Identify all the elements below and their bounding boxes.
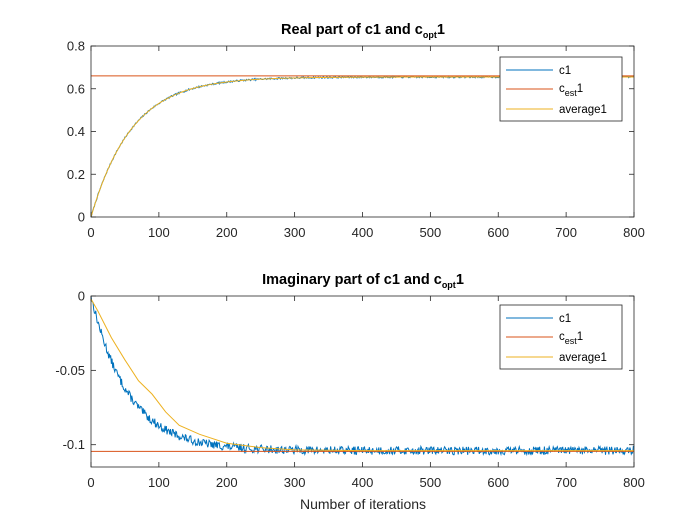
x-tick-label: 400 — [352, 225, 374, 240]
imaginary-part-subplot: Imaginary part of c1 and copt1 0 100 200 30… — [55, 272, 644, 512]
real-part-y-ticks: 0 0.2 0.4 0.6 0.8 — [67, 39, 634, 225]
x-axis-label: Number of iterations — [300, 496, 426, 512]
x-tick-label: 600 — [487, 475, 509, 490]
x-tick-label: 500 — [420, 225, 442, 240]
legend-cest-label: cest1 — [559, 331, 583, 346]
imaginary-part-legend: c1 cest1 average1 — [499, 304, 623, 370]
y-tick-label: -0.05 — [55, 363, 85, 378]
legend-cest-label: cest1 — [559, 83, 583, 98]
x-tick-label: 200 — [216, 225, 238, 240]
x-tick-label: 100 — [148, 225, 170, 240]
x-tick-label: 600 — [487, 225, 509, 240]
y-tick-label: 0 — [78, 289, 85, 304]
x-tick-label: 0 — [87, 225, 94, 240]
y-tick-label: 0 — [78, 210, 85, 225]
x-tick-label: 800 — [623, 475, 645, 490]
real-part-subplot: Real part of c1 and copt1 0 100 200 300 400 5… — [67, 22, 645, 240]
y-tick-label: 0.4 — [67, 124, 85, 139]
y-tick-label: 0.6 — [67, 81, 85, 96]
imaginary-part-title: Imaginary part of c1 and copt1 — [262, 272, 464, 290]
x-tick-label: 700 — [555, 475, 577, 490]
imaginary-part-y-ticks: 0 -0.05 -0.1 — [55, 289, 634, 452]
real-part-legend: c1 cest1 average1 — [499, 56, 623, 122]
x-tick-label: 400 — [352, 475, 374, 490]
x-tick-label: 700 — [555, 225, 577, 240]
y-tick-label: -0.1 — [63, 437, 85, 452]
x-tick-label: 300 — [284, 475, 306, 490]
x-tick-label: 0 — [87, 475, 94, 490]
legend-average-label: average1 — [559, 104, 607, 116]
x-tick-label: 300 — [284, 225, 306, 240]
c1-line — [90, 295, 635, 457]
real-part-x-ticks: 0 100 200 300 400 500 600 700 800 — [87, 46, 645, 240]
x-tick-label: 500 — [420, 475, 442, 490]
y-tick-label: 0.2 — [67, 167, 85, 182]
x-tick-label: 800 — [623, 225, 645, 240]
legend-average-label: average1 — [559, 352, 607, 364]
y-tick-label: 0.8 — [67, 39, 85, 54]
imaginary-part-x-ticks: 0 100 200 300 400 500 600 700 800 — [87, 296, 645, 490]
legend-c1-label: c1 — [559, 65, 571, 77]
imaginary-part-series — [90, 295, 635, 457]
legend-c1-label: c1 — [559, 313, 571, 325]
x-tick-label: 100 — [148, 475, 170, 490]
average-line — [90, 298, 634, 452]
x-tick-label: 200 — [216, 475, 238, 490]
real-part-title: Real part of c1 and copt1 — [281, 22, 445, 40]
